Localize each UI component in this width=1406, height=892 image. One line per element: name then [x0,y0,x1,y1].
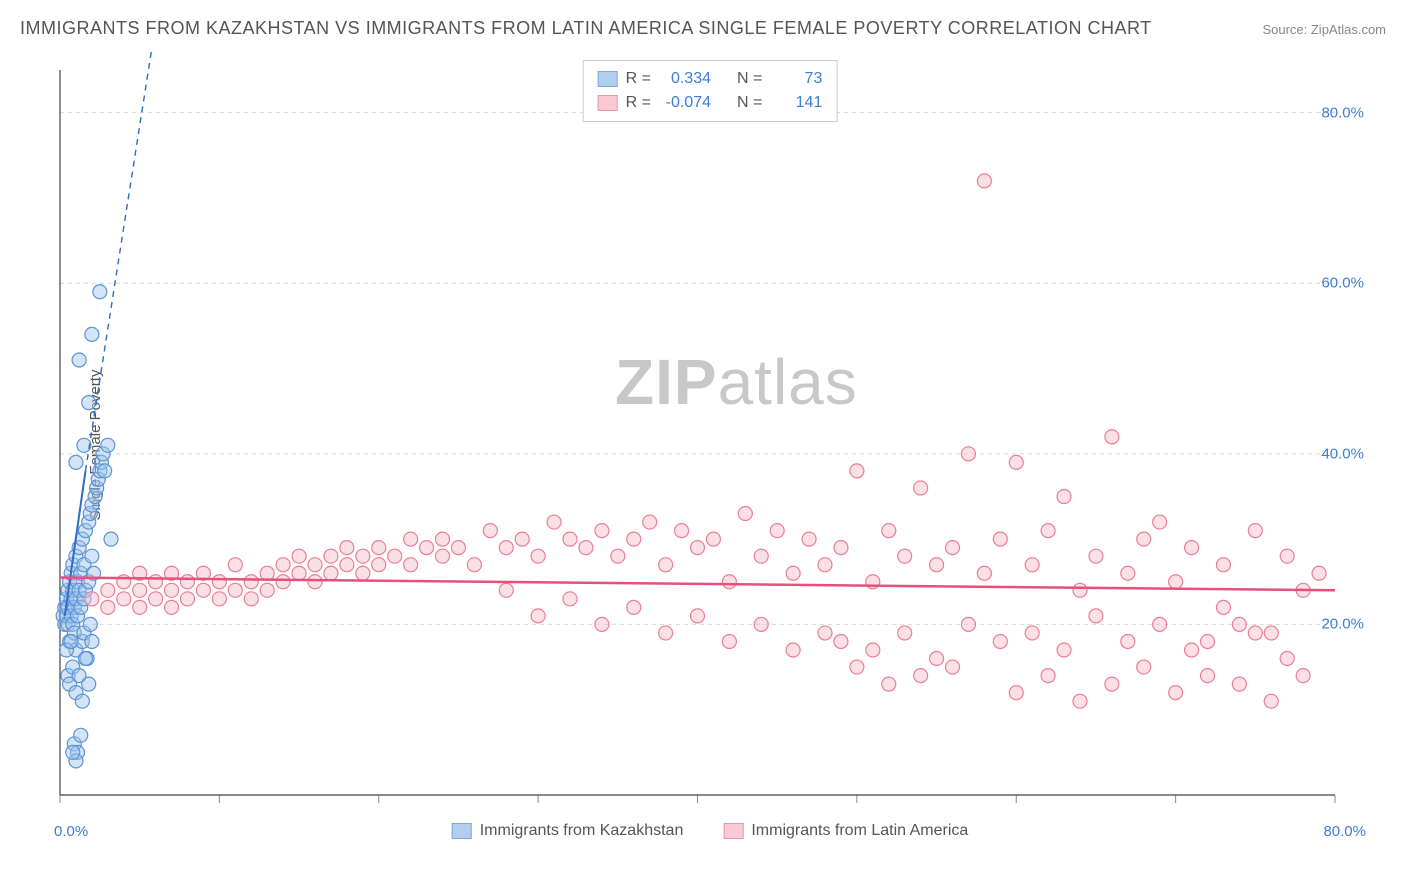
n-value-latinamerica: 141 [770,91,822,115]
chart-title: IMMIGRANTS FROM KAZAKHSTAN VS IMMIGRANTS… [20,18,1152,39]
x-axis-end-label: 80.0% [1323,823,1366,840]
swatch-kazakhstan-icon [598,71,618,87]
stats-row-kazakhstan: R = 0.334 N = 73 [598,67,823,91]
legend-item-kazakhstan: Immigrants from Kazakhstan [452,822,684,840]
chart-container: Single Female Poverty ZIPatlas R = 0.334… [50,50,1370,840]
legend: Immigrants from Kazakhstan Immigrants fr… [452,822,969,840]
r-label: R = [626,91,651,115]
scatter-plot [50,50,1370,840]
legend-swatch-latinamerica-icon [723,823,743,839]
legend-swatch-kazakhstan-icon [452,823,472,839]
legend-label-latinamerica: Immigrants from Latin America [751,822,968,840]
n-value-kazakhstan: 73 [770,67,822,91]
y-tick-label: 20.0% [1321,616,1364,633]
swatch-latinamerica-icon [598,95,618,111]
r-label: R = [626,67,651,91]
y-tick-label: 80.0% [1321,104,1364,121]
n-label: N = [737,91,762,115]
correlation-stats-box: R = 0.334 N = 73 R = -0.074 N = 141 [583,60,838,122]
r-value-latinamerica: -0.074 [659,91,711,115]
legend-label-kazakhstan: Immigrants from Kazakhstan [480,822,684,840]
r-value-kazakhstan: 0.334 [659,67,711,91]
legend-item-latinamerica: Immigrants from Latin America [723,822,968,840]
n-label: N = [737,67,762,91]
source-attribution: Source: ZipAtlas.com [1262,22,1386,37]
stats-row-latinamerica: R = -0.074 N = 141 [598,91,823,115]
y-tick-label: 40.0% [1321,445,1364,462]
x-axis-start-label: 0.0% [54,823,88,840]
y-tick-label: 60.0% [1321,275,1364,292]
